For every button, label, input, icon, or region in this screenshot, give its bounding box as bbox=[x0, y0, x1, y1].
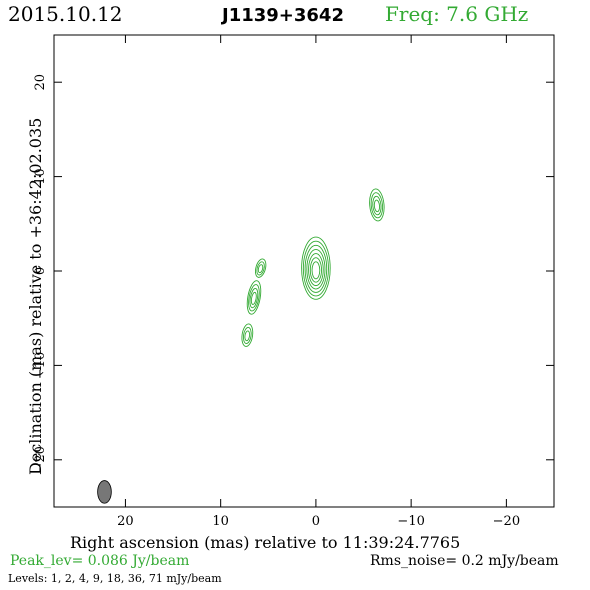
frequency-label: Freq: 7.6 GHz bbox=[385, 2, 529, 26]
source-name: J1139+3642 bbox=[222, 5, 344, 26]
y-tick-label: −10 bbox=[33, 352, 48, 379]
y-tick-label: −20 bbox=[33, 446, 48, 473]
component-core bbox=[301, 236, 331, 300]
observation-date: 2015.10.12 bbox=[8, 2, 123, 26]
plot-frame bbox=[53, 34, 555, 508]
contour-line bbox=[248, 284, 260, 312]
contour-line bbox=[242, 326, 252, 344]
contour-line bbox=[306, 248, 326, 290]
contour-line bbox=[311, 261, 321, 280]
x-tick-label: −10 bbox=[397, 514, 424, 529]
y-tick-label: 20 bbox=[33, 74, 48, 91]
contour-line bbox=[370, 192, 384, 219]
component-knot-E2 bbox=[246, 280, 262, 315]
contour-line bbox=[302, 240, 329, 297]
contour-line bbox=[256, 261, 265, 276]
contour-line bbox=[246, 280, 262, 315]
contour-line bbox=[249, 288, 259, 309]
peak-level: Peak_lev= 0.086 Jy/beam bbox=[10, 553, 190, 569]
contour-line bbox=[244, 330, 251, 342]
component-knot-E1 bbox=[255, 258, 267, 278]
contour-line bbox=[241, 323, 254, 347]
contour-line bbox=[309, 257, 322, 283]
x-tick-label: 10 bbox=[212, 514, 229, 529]
contour-line bbox=[372, 195, 382, 216]
x-tick-label: 20 bbox=[117, 514, 134, 529]
contour-line bbox=[369, 188, 385, 222]
contour-line bbox=[250, 291, 257, 305]
contour-line bbox=[257, 264, 264, 274]
x-tick-label: −20 bbox=[493, 514, 520, 529]
y-tick-label: 0 bbox=[33, 267, 48, 275]
rms-noise: Rms_noise= 0.2 mJy/beam bbox=[370, 553, 559, 569]
x-tick-label: 0 bbox=[312, 514, 320, 529]
y-axis-label: Declination (mas) relative to +36:42:02.… bbox=[26, 118, 45, 475]
component-knot-NW bbox=[369, 188, 385, 222]
contour-line bbox=[304, 244, 328, 293]
x-axis-label: Right ascension (mas) relative to 11:39:… bbox=[70, 533, 460, 552]
contour-line bbox=[373, 199, 381, 213]
contour-line bbox=[308, 253, 324, 287]
contour-line bbox=[301, 236, 331, 300]
y-tick-label: 10 bbox=[33, 168, 48, 185]
contour-levels: Levels: 1, 2, 4, 9, 18, 36, 71 mJy/beam bbox=[8, 572, 222, 585]
beam-ellipse bbox=[97, 480, 112, 504]
component-knot-E3 bbox=[241, 323, 254, 347]
contour-line bbox=[255, 258, 267, 278]
